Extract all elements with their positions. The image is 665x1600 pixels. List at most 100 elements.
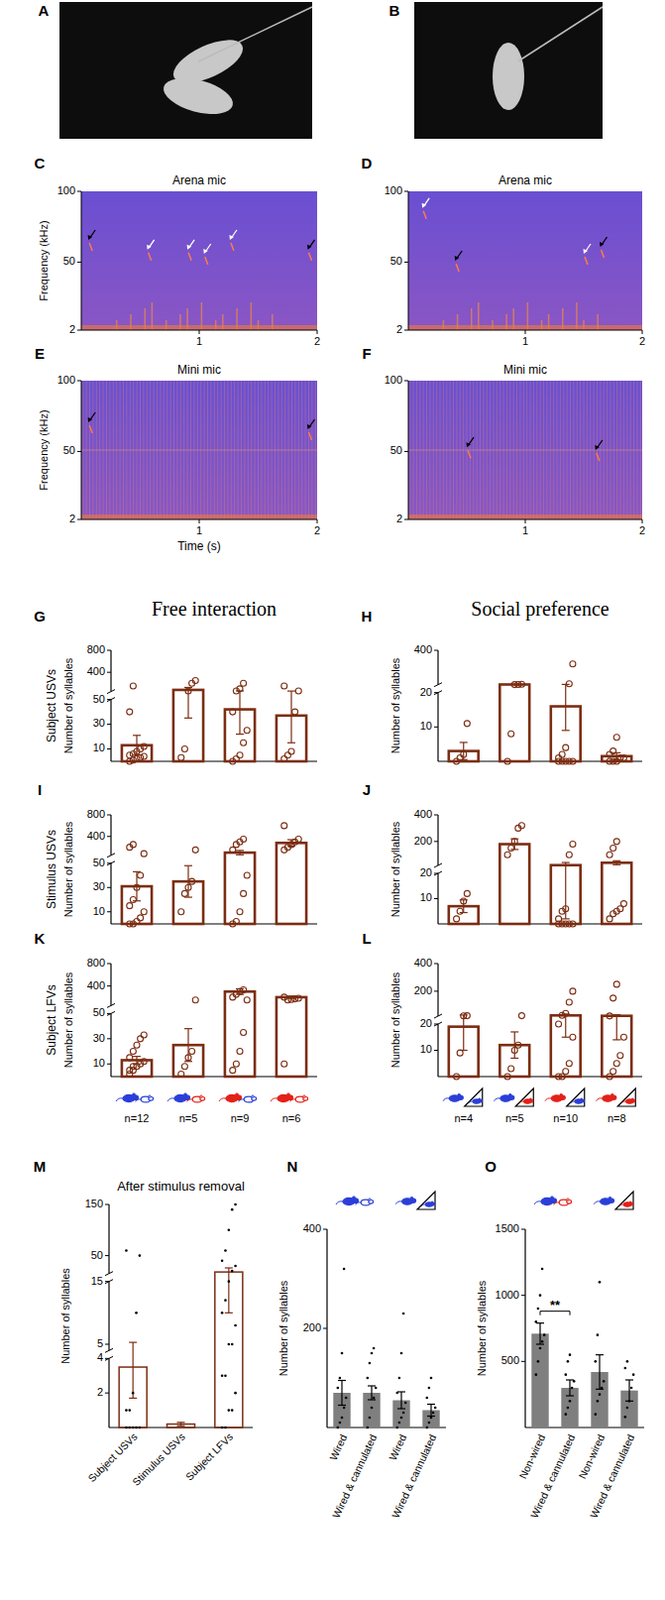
data-point [181, 889, 188, 896]
data-point [606, 751, 613, 758]
mouse-ear [235, 1093, 239, 1097]
data-point [223, 1248, 227, 1252]
error-cap [510, 1030, 519, 1032]
data-point [620, 900, 627, 907]
mouse-icon [519, 1098, 534, 1104]
plot-area [121, 987, 307, 1078]
data-point [129, 682, 136, 689]
data-point [426, 1396, 430, 1400]
y-tick-label: 20 [420, 866, 433, 879]
error-line [238, 850, 240, 855]
arrowhead [307, 244, 313, 250]
y-tick-label: 800 [87, 807, 106, 820]
data-point [281, 994, 288, 1000]
category-label: n=6 [282, 1111, 302, 1124]
data-point [129, 896, 136, 903]
error-line [370, 1385, 372, 1400]
category-label: Non-wired [516, 1432, 548, 1481]
y-axis-title: Number of syllables [389, 657, 402, 754]
panel-letter: C [34, 154, 46, 172]
mouse-ear [352, 1196, 356, 1200]
data-point [178, 754, 185, 761]
data-point [189, 878, 196, 885]
low-band [408, 514, 643, 520]
spectrogram [408, 191, 643, 331]
mouse-ear [631, 1098, 634, 1101]
error-line [430, 1404, 432, 1417]
error-line [564, 1013, 566, 1037]
call-trace [596, 452, 600, 461]
bar [601, 862, 632, 924]
data-point [613, 981, 620, 988]
data-point [189, 1048, 196, 1055]
y-tick-label: 30 [93, 1031, 106, 1044]
data-point [126, 708, 133, 715]
error-bar [612, 860, 621, 865]
data-point [126, 1067, 133, 1074]
y-axis-title: Number of syllables [277, 1279, 290, 1376]
y-axis-title: Frequency (kHz) [37, 409, 50, 490]
data-point [569, 841, 576, 848]
panel-letter: L [361, 929, 371, 947]
spectrogram [408, 380, 643, 520]
data-point [535, 1320, 539, 1324]
category-icon [443, 1088, 483, 1107]
error-bar [510, 838, 519, 850]
panel-letter: O [484, 1157, 497, 1175]
data-point [281, 822, 288, 829]
photo-mouse [159, 71, 237, 121]
error-line [238, 690, 240, 735]
data-point [288, 748, 295, 755]
y-tick [107, 1037, 111, 1039]
data-point [340, 1351, 344, 1355]
category-label: Wired [327, 1432, 350, 1462]
data-point [569, 661, 576, 667]
y-tick [404, 519, 409, 521]
data-point [613, 1060, 620, 1067]
data-point [564, 1372, 568, 1376]
data-point [537, 1307, 541, 1311]
y-tick-label: 1500 [495, 1221, 520, 1234]
data-point [230, 1342, 234, 1346]
data-point [537, 1359, 541, 1363]
mouse-tail [187, 1099, 194, 1103]
data-point [564, 1412, 568, 1416]
data-point [630, 1386, 634, 1390]
data-point [236, 685, 243, 692]
data-point [555, 1020, 562, 1027]
y-tick [77, 450, 82, 452]
panel-letter: H [361, 607, 373, 625]
chamber [464, 1088, 483, 1107]
data-point [602, 1379, 606, 1383]
x-tick [642, 330, 644, 334]
y-axis [408, 380, 410, 520]
data-point [562, 905, 569, 912]
data-point [236, 1048, 243, 1055]
data-point [570, 1386, 574, 1390]
y-axis [81, 380, 83, 520]
error-line [290, 690, 292, 743]
x-tick-label: 2 [314, 334, 321, 347]
data-point [178, 908, 185, 915]
error-cap [224, 1312, 233, 1314]
mouse-tail [421, 1204, 426, 1207]
data-point [281, 1060, 288, 1067]
data-point [453, 758, 460, 765]
data-point [543, 1332, 547, 1336]
y-tick-label: 1000 [495, 1288, 520, 1301]
data-point [456, 755, 463, 762]
data-point [400, 1351, 404, 1355]
data-point [610, 995, 617, 1001]
y-tick [434, 990, 439, 992]
x-tick [525, 519, 527, 524]
error-line [340, 1380, 342, 1406]
data-point [232, 1060, 239, 1067]
mouse-tail [335, 1201, 343, 1205]
photo [414, 1, 603, 139]
data-point [569, 988, 576, 995]
y-tick [107, 671, 111, 673]
data-point [626, 1359, 630, 1363]
y-tick [77, 191, 82, 193]
error-cap [287, 690, 296, 692]
category-icon [395, 1191, 436, 1210]
